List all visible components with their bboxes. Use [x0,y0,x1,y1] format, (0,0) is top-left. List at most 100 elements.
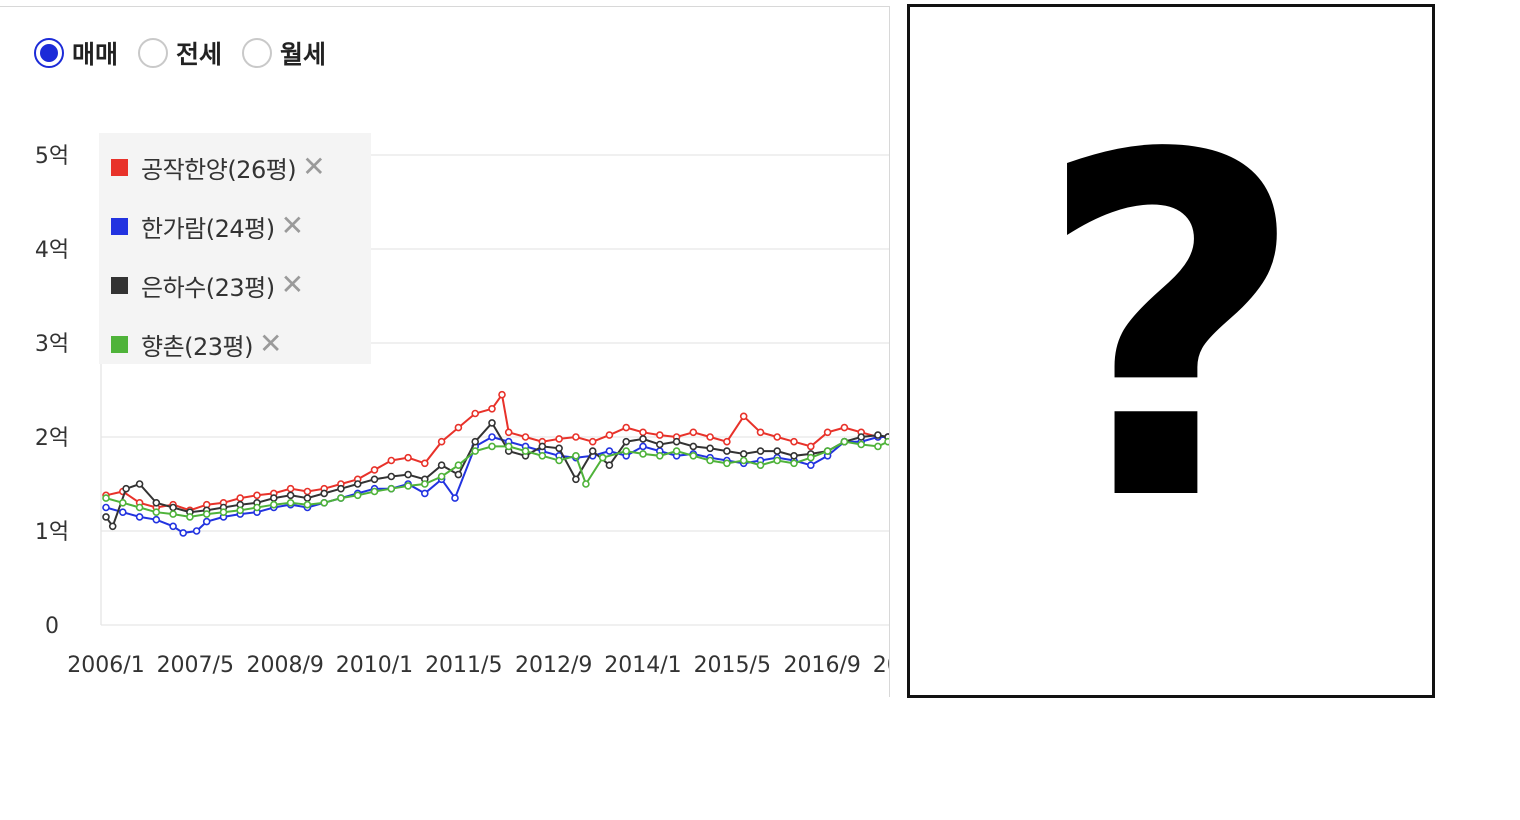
data-point [169,522,177,531]
radio-sale[interactable]: 매매 [34,35,118,71]
x-tick-label: 2014/1 [604,653,681,678]
data-point [723,459,731,468]
data-point [135,513,144,521]
data-point [236,494,244,502]
data-point [605,447,614,455]
data-point [320,498,329,507]
data-point [582,480,590,488]
data-point [672,437,681,446]
data-point [806,461,815,470]
x-tick-label: 2018/1 [873,653,890,678]
data-point [102,503,110,512]
data-point [420,459,429,468]
data-point [303,487,312,496]
radio-monthly-rent-label: 월세 [280,40,327,69]
data-point [186,513,194,521]
data-point [790,459,798,468]
data-point [370,487,379,496]
data-point [739,450,748,458]
data-point [454,423,463,432]
data-point [588,447,597,455]
data-point [337,494,345,502]
data-point [639,435,647,443]
legend-swatch [111,217,128,235]
data-point [588,437,597,446]
data-point [706,433,714,441]
data-point [790,451,798,460]
data-point [639,442,647,451]
data-point [874,442,882,451]
legend-label: 한가람(24평) [141,214,275,243]
data-point [420,480,429,488]
data-point [874,431,882,439]
legend-label: 공작한양(26평) [141,155,297,184]
data-point [179,529,187,537]
data-point [286,498,295,507]
legend-item-hangaram[interactable]: 한가람(24평) ✕ [111,206,304,246]
legend-item-hyangchon[interactable]: 향촌(23평) ✕ [111,324,282,364]
radio-jeonse[interactable]: 전세 [138,35,222,71]
data-point [236,506,244,515]
remove-series-icon[interactable]: ✕ [259,327,283,360]
y-tick-label: 5억 [35,144,69,169]
legend-swatch [111,335,128,353]
y-tick-label: 4억 [35,238,69,263]
data-point [857,433,866,441]
data-point [454,461,463,470]
data-point [756,428,765,437]
data-point [202,517,211,526]
radio-monthly-rent[interactable]: 월세 [242,35,326,71]
data-point [387,484,396,493]
data-point [404,470,412,479]
data-point [152,498,161,507]
data-point [119,508,127,517]
radio-sale-indicator[interactable] [34,38,64,68]
data-point [102,494,110,502]
data-point [488,433,496,441]
data-point [605,431,614,439]
data-point [152,515,161,524]
data-point [655,451,664,460]
data-point [471,437,480,446]
radio-jeonse-label: 전세 [176,40,223,69]
legend-item-gongjak-hanyang[interactable]: 공작한양(26평) ✕ [111,147,326,187]
data-point [437,461,446,470]
data-point [286,491,295,500]
data-point [370,466,379,474]
radio-jeonse-indicator[interactable] [138,38,169,68]
data-point [202,510,211,518]
data-point [857,440,866,449]
price-line-chart: 0 1억 2억 3억 4억 5억 2006/1 2007/5 2008/9 2010/1 2011/… [35,144,890,678]
remove-series-icon[interactable]: ✕ [280,209,305,242]
data-point [823,428,832,437]
data-point [303,494,312,502]
x-tick-label: 2012/9 [515,653,592,678]
data-point [387,456,396,465]
data-point [269,494,278,502]
chart-legend: 공작한양(26평) ✕ 한가람(24평) ✕ 은하수(23평) ✕ 향촌(23평… [99,133,371,364]
data-point [622,423,631,432]
legend-item-eunhasu[interactable]: 은하수(23평) ✕ [111,265,304,305]
data-point [488,404,496,413]
data-point [152,508,161,517]
remove-series-icon[interactable]: ✕ [280,268,305,301]
trade-type-selector: 매매 전세 월세 [34,35,346,71]
data-point [723,447,731,455]
data-point [706,456,714,465]
price-chart-panel: 매매 전세 월세 0 1억 2억 3억 4억 5억 2006/1 2007/5 2008/9 20… [0,6,890,697]
series-line [105,392,888,512]
remove-series-icon[interactable]: ✕ [302,150,326,183]
data-point [353,491,362,500]
data-point [269,500,278,509]
data-point [884,437,889,446]
data-point [739,412,748,421]
radio-monthly-rent-indicator[interactable] [242,38,273,68]
legend-swatch [111,276,128,294]
x-tick-label: 2011/5 [425,653,502,678]
data-point [454,470,463,479]
x-tick-label: 2015/5 [694,653,771,678]
data-point [840,423,849,432]
x-tick-label: 2010/1 [336,653,413,678]
data-point [622,447,631,455]
data-point [756,447,765,455]
